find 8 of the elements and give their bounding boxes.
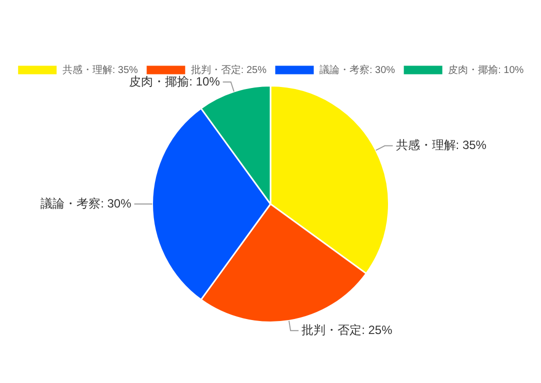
slice-label: 批判・否定: 25% <box>302 322 393 337</box>
slice-label: 共感・理解: 35% <box>396 138 487 152</box>
legend-label: 批判・否定: 25% <box>190 64 267 76</box>
legend-label: 議論・考察: 30% <box>320 64 396 76</box>
slice-label: 議論・考察: 30% <box>40 196 132 210</box>
legend-label: 共感・理解: 35% <box>62 64 138 76</box>
slice-label: 皮肉・揶揄: 10% <box>129 74 220 88</box>
legend-label: 皮肉・揶揄: 10% <box>448 64 524 76</box>
